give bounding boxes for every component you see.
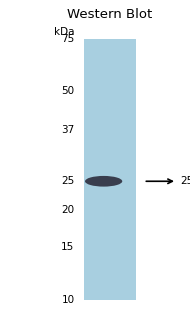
- Text: 25kDa: 25kDa: [181, 176, 190, 186]
- Text: 37: 37: [61, 125, 74, 135]
- Text: kDa: kDa: [54, 28, 74, 37]
- Text: 50: 50: [61, 87, 74, 96]
- Text: 75: 75: [61, 34, 74, 44]
- Text: Western Blot: Western Blot: [67, 8, 153, 21]
- Text: 25: 25: [61, 176, 74, 186]
- Ellipse shape: [85, 176, 122, 187]
- Text: 15: 15: [61, 243, 74, 252]
- Bar: [84, 39, 136, 300]
- Text: 20: 20: [61, 205, 74, 215]
- Text: 10: 10: [61, 295, 74, 305]
